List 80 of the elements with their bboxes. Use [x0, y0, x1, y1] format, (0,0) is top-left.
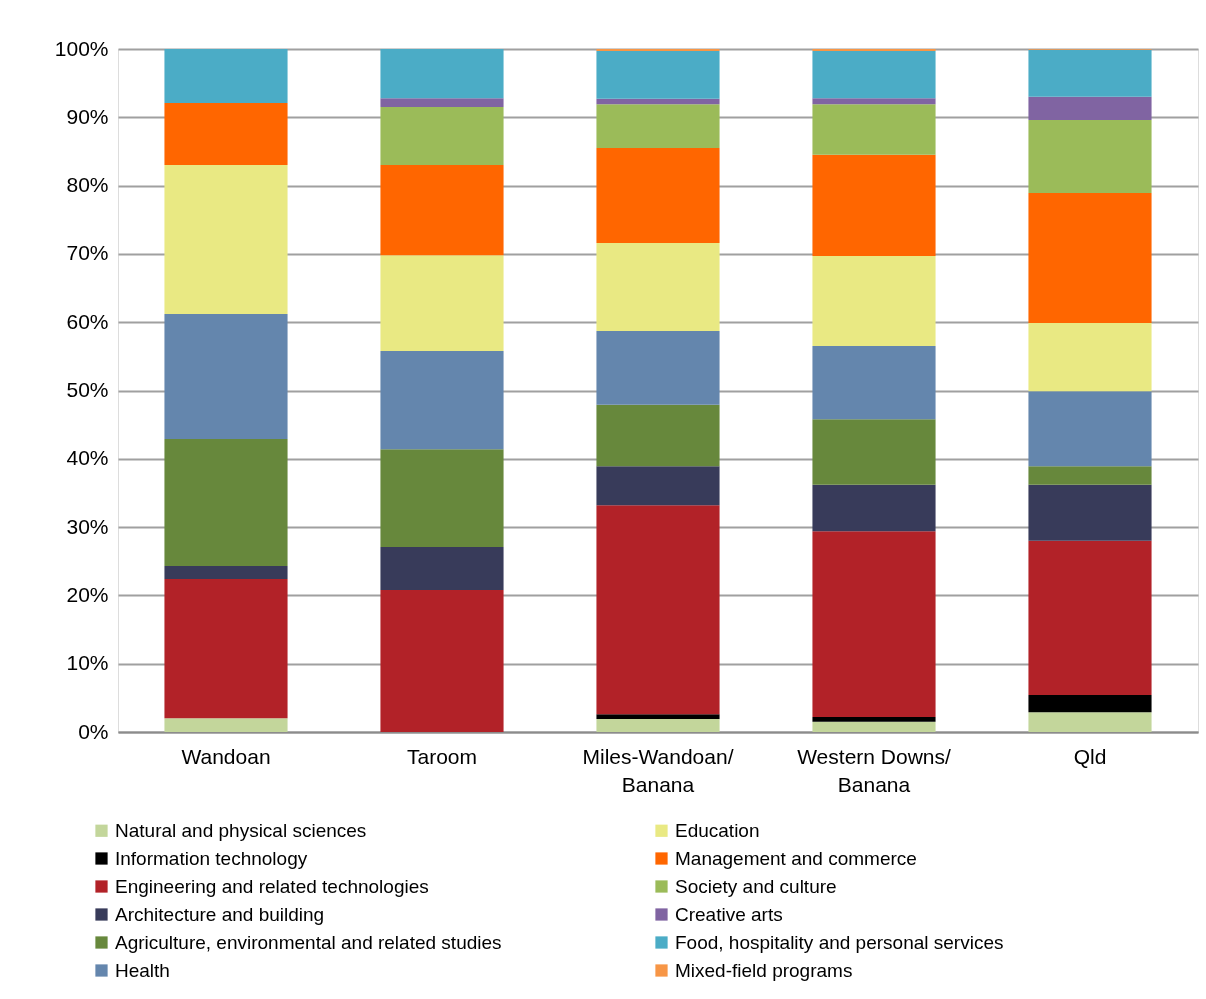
bar [812, 346, 936, 420]
bar [596, 242, 720, 332]
bar [596, 505, 720, 715]
x-tick-label: Western Downs/ Banana [797, 744, 951, 796]
bar [380, 546, 504, 590]
bar [812, 531, 936, 717]
legend-label: Society and culture [675, 875, 837, 897]
bar [596, 404, 720, 467]
y-tick-label: 100% [54, 36, 109, 60]
y-tick-label: 40% [66, 446, 109, 470]
bar [380, 449, 504, 547]
bar [1028, 391, 1152, 467]
bar [380, 350, 504, 450]
bar [812, 104, 936, 155]
bar [1028, 484, 1152, 541]
bar [164, 579, 288, 719]
bar [812, 255, 936, 347]
x-tick-label: Wandoan [181, 744, 271, 768]
legend-label: Natural and physical sciences [115, 819, 367, 841]
bar [596, 148, 720, 243]
bar [812, 51, 936, 99]
bar [1028, 96, 1152, 121]
bar [380, 589, 504, 732]
legend-label: Education [675, 819, 760, 841]
bar [164, 438, 288, 567]
legend-label: Creative arts [675, 903, 783, 925]
y-tick-label: 80% [66, 173, 109, 197]
bar [1028, 540, 1152, 696]
legend-label: Agriculture, environmental and related studies [115, 931, 502, 953]
bar [812, 419, 936, 485]
bar [812, 716, 936, 722]
x-tick-label: Taroom [406, 744, 478, 768]
bar [164, 718, 288, 732]
y-tick-label: 70% [66, 241, 109, 265]
y-tick-label: 90% [66, 104, 109, 128]
legend-label: Architecture and building [115, 903, 325, 925]
bar [596, 714, 720, 720]
bar [1028, 120, 1152, 194]
legend-label: Engineering and related technologies [115, 875, 429, 897]
bar [812, 484, 936, 532]
bar [380, 98, 504, 108]
legend-label: Management and commerce [675, 847, 917, 869]
bar [1028, 322, 1152, 392]
y-tick-label: 20% [66, 582, 109, 606]
y-tick-label: 0% [78, 719, 109, 743]
bar [596, 719, 720, 732]
bar [812, 98, 936, 105]
legend-label: Food, hospitality and personal services [675, 931, 1004, 953]
bar [596, 331, 720, 405]
bar [380, 255, 504, 351]
bar [812, 49, 936, 52]
legend-label: Mixed-field programs [675, 959, 853, 981]
bar [596, 51, 720, 99]
bar [164, 165, 288, 314]
bar [596, 466, 720, 506]
bar [380, 107, 504, 166]
bar [596, 98, 720, 105]
bar [1028, 695, 1152, 713]
bar [1028, 49, 1152, 97]
bar [164, 102, 288, 166]
bar [812, 154, 936, 256]
bar [164, 566, 288, 580]
y-tick-label: 30% [66, 514, 109, 538]
bar [1028, 712, 1152, 732]
x-tick-label: Miles-Wandoan/ Banana [582, 744, 734, 796]
bar [164, 49, 288, 103]
x-tick-label: Qld [1073, 744, 1107, 768]
bar [380, 49, 504, 99]
y-tick-label: 50% [66, 378, 109, 401]
bar [596, 104, 720, 149]
legend-label: Information technology [115, 847, 308, 869]
y-tick-label: 10% [66, 651, 109, 675]
bar [164, 314, 288, 439]
y-tick-label: 60% [66, 309, 109, 333]
bar [1028, 193, 1152, 323]
bar [1028, 466, 1152, 485]
bar [380, 165, 504, 256]
bar [812, 721, 936, 732]
bar [596, 49, 720, 52]
legend-label: Health [115, 959, 170, 981]
